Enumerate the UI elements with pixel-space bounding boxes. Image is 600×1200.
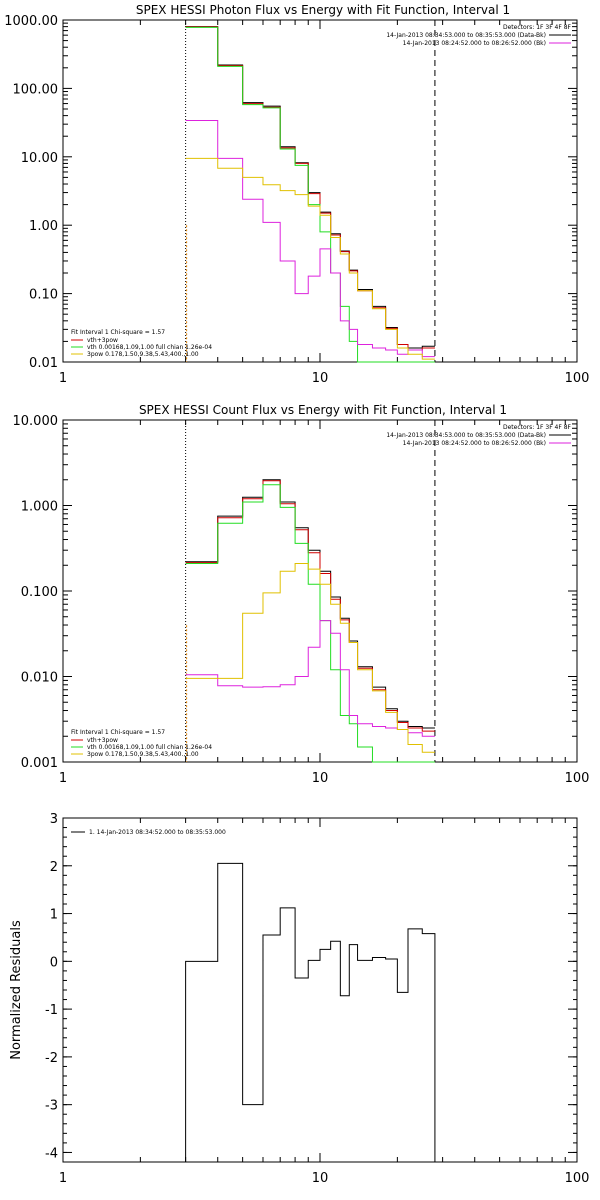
photon-flux-x-tick-label: 1 [59,371,67,386]
photon-flux-x-tick-labels: 1 10 100 [59,371,590,386]
legend-text: 3pow 0.178,1.50,9.38,5.43,400.,1.00 [87,751,199,758]
legend-text: 1. 14-Jan-2013 08:34:52.000 to 08:35:53.… [89,829,226,836]
series-black [185,479,435,729]
series-black [185,26,435,349]
count-flux-x-tick-label: 10 [312,771,329,786]
residuals-plot-frame [62,817,578,1163]
residuals-y-tick-label: 2 [50,860,58,875]
photon-flux-ticks [62,19,577,363]
residuals-y-tick-label: -4 [45,1146,58,1161]
count-flux-y-tick-label: 1.000 [21,500,58,515]
legend-text: Detectors: 1F 3F 4F 8F [503,424,572,431]
residuals-series [185,862,436,1162]
legend-text: Fit Interval 1 Chi-square = 1.57 [71,329,165,336]
residuals-y-tick-label: -2 [45,1051,58,1066]
residuals-x-tick-label: 10 [312,1171,329,1186]
series-red [185,26,435,351]
residuals-y-tick-label: 0 [50,955,58,970]
legend-text: 14-Jan-2013 08:34:53.000 to 08:35:53.000… [386,432,546,439]
legend-text: Fit Interval 1 Chi-square = 1.57 [71,729,165,736]
legend-text: vth+3pow [87,337,118,344]
series-black [185,862,436,1162]
residuals-panel: 3 2 1 0 -1 -2 -3 -4 1 10 100 Normalized … [9,812,589,1186]
residuals-x-tick-label: 100 [565,1171,590,1186]
count-flux-y-tick-label: 10.000 [13,414,59,429]
residuals-y-tick-label: -1 [45,1003,58,1018]
count-flux-marker-lines [185,420,436,762]
series-yellow [185,562,435,753]
legend-text: 14-Jan-2013 08:34:53.000 to 08:35:53.000… [386,32,546,39]
photon-flux-y-tick-label: 100.00 [13,82,59,97]
photon-flux-y-tick-label: 1.00 [29,219,58,234]
count-flux-panel: SPEX HESSI Count Flux vs Energy with Fit… [13,403,590,786]
photon-flux-marker-lines [185,20,436,362]
residuals-legend: 1. 14-Jan-2013 08:34:52.000 to 08:35:53.… [71,829,226,836]
count-flux-x-tick-label: 100 [565,771,590,786]
residuals-y-tick-label: 1 [50,908,58,923]
photon-flux-legend-bottom-left: Fit Interval 1 Chi-square = 1.57 vth+3po… [71,329,212,358]
photon-flux-y-tick-label: 0.10 [29,288,58,303]
series-yellow [185,157,435,360]
legend-text: 14-Jan-2013 08:24:52.000 to 08:26:52.000… [403,440,546,447]
series-green [185,26,435,363]
count-flux-y-tick-labels: 0.001 0.010 0.100 1.000 10.000 [13,414,59,771]
count-flux-y-tick-label: 0.001 [21,756,58,771]
count-flux-legend-bottom-left: Fit Interval 1 Chi-square = 1.57 vth+3po… [71,729,212,758]
photon-flux-legend-top-right: Detectors: 1F 3F 4F 8F 14-Jan-2013 08:34… [386,24,571,47]
photon-flux-panel: SPEX HESSI Photon Flux vs Energy with Fi… [4,3,589,386]
count-flux-x-tick-label: 1 [59,771,67,786]
photon-flux-y-tick-label: 0.01 [29,356,58,371]
series-red [185,480,435,732]
photon-flux-y-tick-label: 10.00 [21,151,58,166]
photon-flux-x-tick-label: 100 [565,371,590,386]
count-flux-y-tick-label: 0.100 [21,585,58,600]
residuals-y-tick-label: -3 [45,1099,58,1114]
count-flux-legend-top-right: Detectors: 1F 3F 4F 8F 14-Jan-2013 08:34… [386,424,571,447]
residuals-x-tick-labels: 1 10 100 [59,1171,590,1186]
residuals-x-tick-label: 1 [59,1171,67,1186]
count-flux-title: SPEX HESSI Count Flux vs Energy with Fit… [139,403,507,417]
legend-text: vth 0.00168,1.09,1.00 full chian 1.26e-0… [87,344,212,351]
photon-flux-title: SPEX HESSI Photon Flux vs Energy with Fi… [136,3,510,17]
photon-flux-series [185,26,435,363]
legend-text: Detectors: 1F 3F 4F 8F [503,24,572,31]
photon-flux-y-tick-label: 1000.00 [4,14,58,29]
residuals-y-tick-label: 3 [50,812,58,827]
residuals-ticks [62,817,577,1163]
photon-flux-x-tick-label: 10 [312,371,329,386]
legend-text: 3pow 0.178,1.50,9.38,5.43,400.,1.00 [87,351,199,358]
photon-flux-y-tick-labels: 0.01 0.10 1.00 10.00 100.00 1000.00 [4,14,58,371]
legend-text: vth+3pow [87,737,118,744]
residuals-y-tick-labels: 3 2 1 0 -1 -2 -3 -4 [45,812,58,1161]
series-magenta [185,119,435,358]
count-flux-x-tick-labels: 1 10 100 [59,771,590,786]
count-flux-series [185,479,435,763]
residuals-y-axis-label: Normalized Residuals [9,920,24,1060]
count-flux-ticks [62,419,577,763]
legend-text: 14-Jan-2013 08:24:52.000 to 08:26:52.000… [403,40,546,47]
count-flux-y-tick-label: 0.010 [21,671,58,686]
photon-flux-plot-frame [62,19,578,363]
legend-text: vth 0.00168,1.09,1.00 full chian 1.26e-0… [87,744,212,751]
